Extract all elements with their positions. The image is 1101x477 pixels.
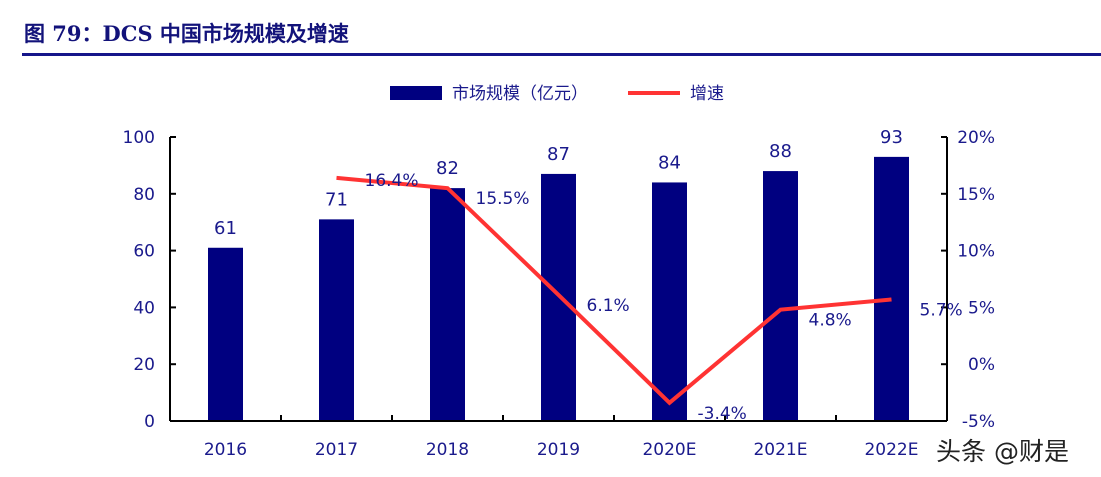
growth-label-2021E: 4.8%: [809, 311, 852, 331]
watermark: 头条 @财是: [936, 437, 1069, 466]
left-tick-label: 80: [133, 185, 155, 205]
right-tick-label: 10%: [957, 242, 995, 262]
bar-label-2022E: 93: [880, 127, 903, 148]
growth-label-2018: 15.5%: [476, 189, 530, 209]
left-tick-label: 60: [133, 242, 155, 262]
x-tick-label: 2021E: [753, 440, 807, 460]
x-tick-label: 2022E: [864, 440, 918, 460]
bar-2016: [208, 247, 243, 421]
left-tick-label: 20: [133, 355, 155, 375]
legend-bar-swatch: [390, 86, 442, 100]
bar-2022E: [874, 156, 909, 421]
right-tick-label: -5%: [962, 412, 995, 432]
x-tick-label: 2018: [426, 440, 469, 460]
bar-label-2019: 87: [547, 144, 570, 165]
x-tick-label: 2019: [537, 440, 580, 460]
growth-label-2020E: -3.4%: [698, 404, 747, 424]
growth-line: [336, 175, 892, 406]
right-tick-label: 20%: [957, 128, 995, 148]
x-tick-label: 2017: [315, 440, 358, 460]
right-tick-label: 15%: [957, 185, 995, 205]
bar-label-2018: 82: [436, 158, 459, 179]
bar-label-2020E: 84: [658, 152, 681, 173]
bar-2018: [430, 188, 465, 421]
x-tick-label: 2020E: [642, 440, 696, 460]
title-rule: [22, 53, 1101, 56]
right-tick-label: 5%: [968, 298, 995, 318]
growth-label-2017: 16.4%: [365, 171, 419, 191]
growth-label-2019: 6.1%: [587, 296, 630, 316]
x-tick-label: 2016: [204, 440, 247, 460]
left-tick-label: 40: [133, 298, 155, 318]
legend-bar-label: 市场规模（亿元）: [452, 84, 588, 104]
bar-2021E: [763, 171, 798, 421]
bar-label-2021E: 88: [769, 141, 792, 162]
legend-line-label: 增速: [690, 84, 724, 104]
figure-title: 图 79：DCS 中国市场规模及增速: [24, 21, 349, 46]
bar-2020E: [652, 182, 687, 421]
growth-label-2022E: 5.7%: [920, 300, 963, 320]
bar-2017: [319, 219, 354, 421]
left-tick-label: 0: [144, 412, 155, 432]
left-tick-label: 100: [123, 128, 155, 148]
right-tick-label: 0%: [968, 355, 995, 375]
bar-label-2016: 61: [214, 218, 237, 239]
bar-label-2017: 71: [325, 189, 348, 210]
